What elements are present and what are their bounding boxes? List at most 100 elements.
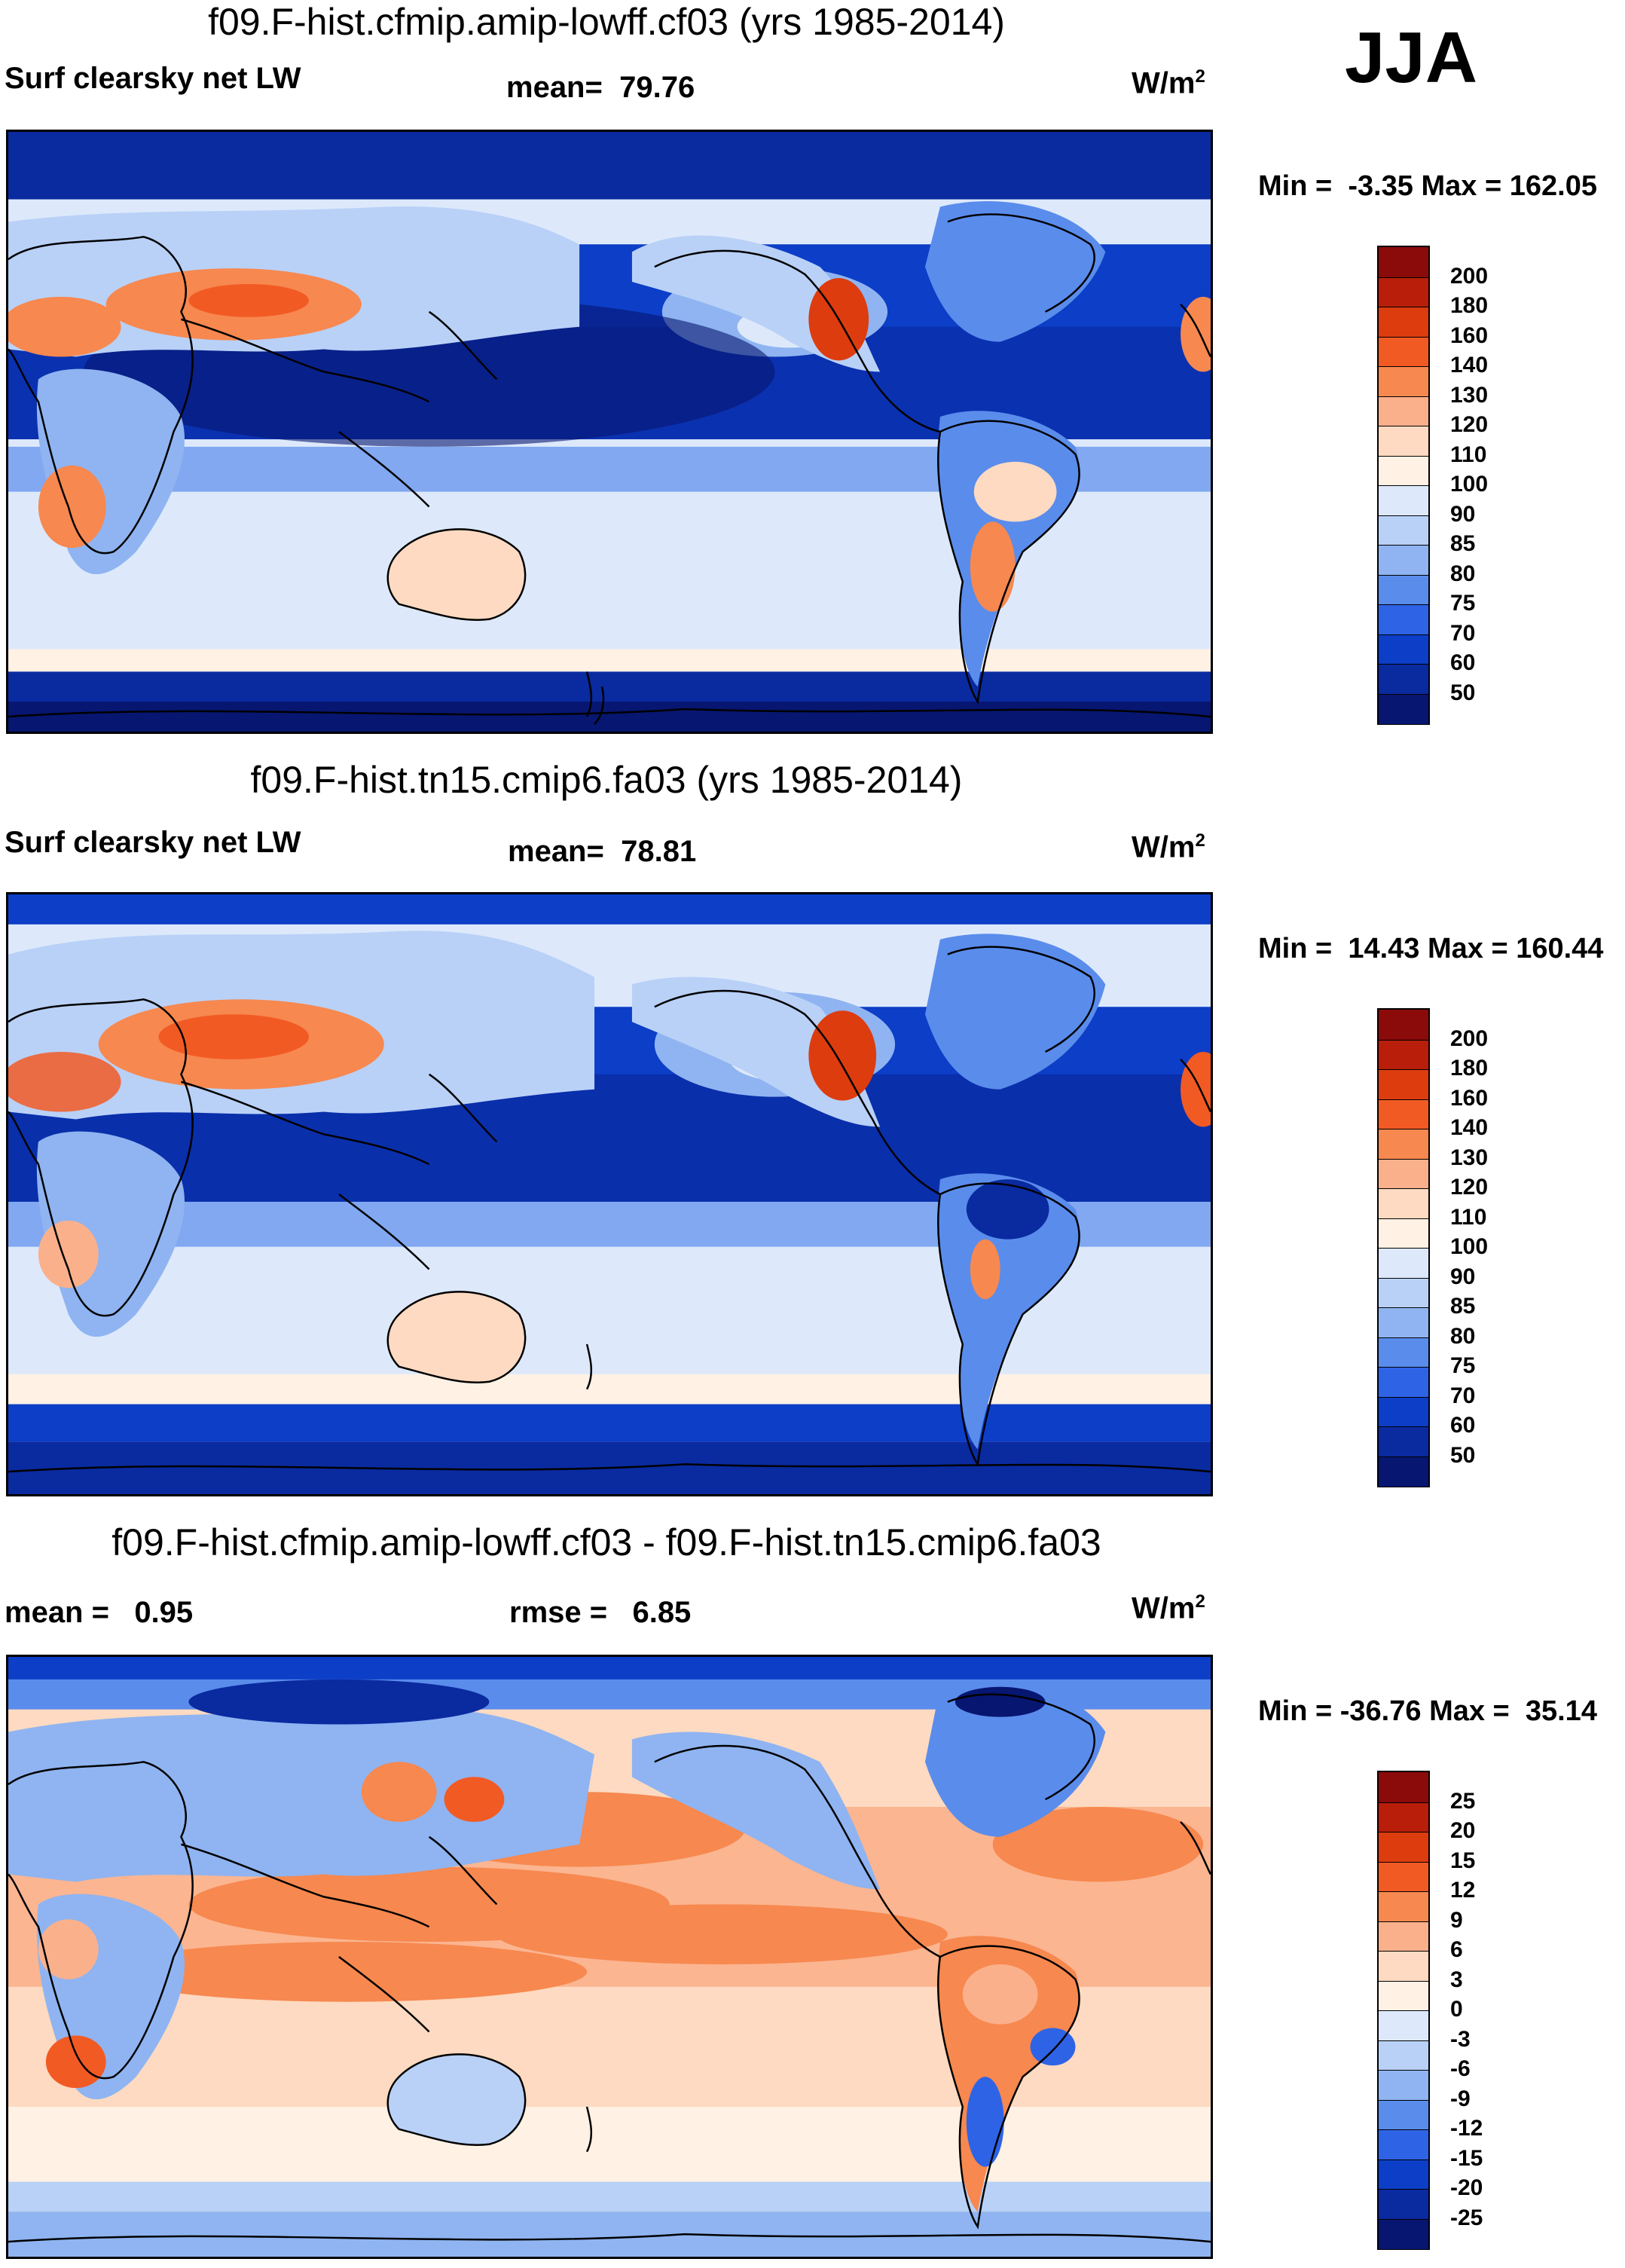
colorbar-swatch — [1379, 1069, 1428, 1099]
colorbar-tick-label: 180 — [1450, 1056, 1489, 1081]
colorbar-swatch — [1379, 2040, 1428, 2071]
colorbar-tick-label: 6 — [1450, 1937, 1463, 1962]
panel-3-minmax: Min = -36.76 Max = 35.14 — [1258, 1695, 1597, 1728]
colorbar-tick-label: 200 — [1450, 1025, 1489, 1051]
colorbar-tick-label: -25 — [1450, 2205, 1483, 2230]
colorbar-tick-label: 140 — [1450, 353, 1489, 377]
colorbar-swatch — [1379, 1891, 1428, 1921]
panel-1-mean-label: mean= — [506, 71, 603, 104]
panel-3-max-label: Max = — [1429, 1695, 1510, 1727]
panel-2-colorbar — [1377, 1008, 1430, 1487]
colorbar-swatch — [1379, 1158, 1428, 1189]
colorbar-swatch — [1379, 1099, 1428, 1129]
panel-3-map — [6, 1655, 1213, 2259]
colorbar-swatch — [1379, 1337, 1428, 1368]
colorbar-tick-label: 12 — [1450, 1878, 1476, 1903]
colorbar-tick-label: 90 — [1450, 501, 1476, 527]
colorbar-tick-label: 50 — [1450, 680, 1476, 705]
colorbar-tick-label: 3 — [1450, 1967, 1463, 1992]
colorbar-tick-label: 160 — [1450, 322, 1489, 348]
colorbar-tick-label: 130 — [1450, 1145, 1489, 1170]
panel-3-rmse-label: rmse = — [509, 1596, 608, 1629]
colorbar-tick-label: 160 — [1450, 1085, 1489, 1111]
panel-1-colorbar — [1377, 246, 1430, 725]
colorbar-swatch — [1379, 2159, 1428, 2190]
panel-2-map — [6, 892, 1213, 1496]
colorbar-swatch — [1379, 2218, 1428, 2249]
colorbar-tick-label: 15 — [1450, 1848, 1476, 1873]
panel-3-mean: mean = 0.95 — [5, 1596, 193, 1630]
colorbar-tick-label: 85 — [1450, 531, 1476, 556]
colorbar-tick-label: -6 — [1450, 2056, 1471, 2081]
panel-2-case-title: f09.F-hist.tn15.cmip6.fa03 (yrs 1985-201… — [250, 759, 963, 801]
colorbar-swatch — [1379, 1921, 1428, 1952]
panel-2-mean: mean= 78.81 — [508, 835, 696, 869]
colorbar-tick-label: 130 — [1450, 382, 1489, 408]
colorbar-swatch — [1379, 515, 1428, 546]
colorbar-swatch — [1379, 455, 1428, 486]
colorbar-tick-label: -20 — [1450, 2175, 1483, 2200]
colorbar-swatch — [1379, 1456, 1428, 1487]
colorbar-swatch — [1379, 2099, 1428, 2130]
panel-1-min-label: Min = — [1258, 170, 1333, 202]
panel-1-units: W/m2 — [1132, 66, 1205, 100]
colorbar-swatch — [1379, 693, 1428, 724]
panel-2-minmax: Min = 14.43 Max = 160.44 — [1258, 933, 1603, 965]
colorbar-tick-label: -12 — [1450, 2116, 1483, 2141]
colorbar-swatch — [1379, 426, 1428, 456]
colorbar-swatch — [1379, 604, 1428, 634]
colorbar-swatch — [1379, 1129, 1428, 1159]
colorbar-tick-label: 80 — [1450, 561, 1476, 586]
colorbar-swatch — [1379, 1307, 1428, 1337]
panel-3-mean-label: mean = — [5, 1596, 109, 1629]
colorbar-swatch — [1379, 1248, 1428, 1278]
colorbar-tick-label: 75 — [1450, 591, 1476, 616]
panel-2-max-value: 160.44 — [1516, 933, 1604, 964]
colorbar-tick-label: 90 — [1450, 1264, 1476, 1289]
panel-3-units: W/m2 — [1132, 1591, 1205, 1625]
panel-2-mean-label: mean= — [508, 835, 604, 868]
colorbar-tick-label: -3 — [1450, 2026, 1471, 2052]
colorbar-tick-label: 60 — [1450, 650, 1476, 675]
colorbar-tick-label: 100 — [1450, 472, 1489, 497]
colorbar-swatch — [1379, 1426, 1428, 1456]
colorbar-swatch — [1379, 1396, 1428, 1427]
panel-2-mean-value: 78.81 — [621, 835, 697, 868]
panel-2-units: W/m2 — [1132, 830, 1205, 864]
colorbar-tick-label: 120 — [1450, 1175, 1489, 1200]
panel-3-case-title: f09.F-hist.cfmip.amip-lowff.cf03 - f09.F… — [111, 1521, 1101, 1563]
colorbar-tick-label: 50 — [1450, 1442, 1476, 1468]
panel-2-min-label: Min = — [1258, 933, 1333, 964]
panel-3-min-label: Min = — [1258, 1695, 1333, 1727]
colorbar-swatch — [1379, 664, 1428, 694]
panel-1-minmax: Min = -3.35 Max = 162.05 — [1258, 170, 1597, 203]
colorbar-swatch — [1379, 574, 1428, 605]
colorbar-tick-label: -9 — [1450, 2086, 1471, 2111]
panel-1-mean-value: 79.76 — [619, 71, 695, 104]
colorbar-swatch — [1379, 2010, 1428, 2040]
panel-2-min-value: 14.43 — [1348, 933, 1420, 964]
panel-1-max-label: Max = — [1421, 170, 1502, 202]
colorbar-tick-label: 60 — [1450, 1413, 1476, 1438]
colorbar-tick-label: 200 — [1450, 263, 1489, 289]
panel-1-variable-label: Surf clearsky net LW — [5, 62, 301, 95]
colorbar-tick-label: 180 — [1450, 293, 1489, 318]
colorbar-tick-label: -15 — [1450, 2145, 1483, 2171]
panel-3-colorbar — [1377, 1771, 1430, 2250]
colorbar-tick-label: 80 — [1450, 1323, 1476, 1349]
panel-2-variable-label: Surf clearsky net LW — [5, 826, 301, 859]
colorbar-tick-label: 85 — [1450, 1294, 1476, 1319]
colorbar-swatch — [1379, 1802, 1428, 1832]
panel-1-min-value: -3.35 — [1348, 170, 1413, 202]
panel-3-min-value: -36.76 — [1339, 1695, 1422, 1727]
colorbar-tick-label: 9 — [1450, 1907, 1463, 1933]
colorbar-swatch — [1379, 2189, 1428, 2219]
season-label: JJA — [1345, 17, 1478, 98]
colorbar-tick-label: 20 — [1450, 1818, 1476, 1843]
colorbar-swatch — [1379, 1010, 1428, 1040]
colorbar-swatch — [1379, 1832, 1428, 1862]
colorbar-swatch — [1379, 366, 1428, 396]
colorbar-swatch — [1379, 485, 1428, 515]
colorbar-swatch — [1379, 336, 1428, 367]
colorbar-swatch — [1379, 1188, 1428, 1218]
